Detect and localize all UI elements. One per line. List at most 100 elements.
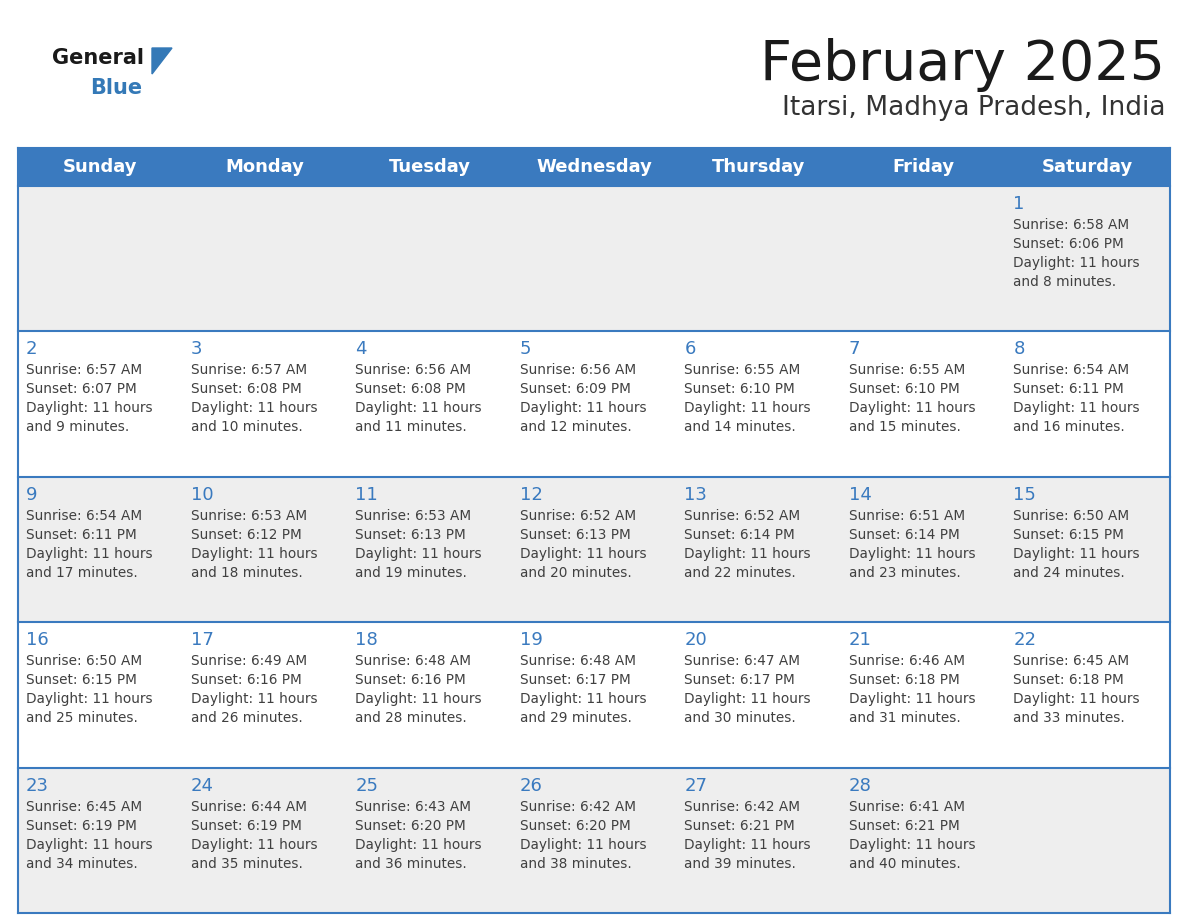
Text: Sunset: 6:11 PM: Sunset: 6:11 PM bbox=[1013, 383, 1124, 397]
Text: 27: 27 bbox=[684, 777, 707, 795]
Text: General: General bbox=[52, 48, 144, 68]
Text: Sunrise: 6:53 AM: Sunrise: 6:53 AM bbox=[355, 509, 472, 522]
Text: and 28 minutes.: and 28 minutes. bbox=[355, 711, 467, 725]
Text: Sunset: 6:21 PM: Sunset: 6:21 PM bbox=[684, 819, 795, 833]
Text: and 22 minutes.: and 22 minutes. bbox=[684, 565, 796, 580]
Text: Sunset: 6:08 PM: Sunset: 6:08 PM bbox=[190, 383, 302, 397]
Text: 15: 15 bbox=[1013, 486, 1036, 504]
Text: and 20 minutes.: and 20 minutes. bbox=[519, 565, 632, 580]
Text: 13: 13 bbox=[684, 486, 707, 504]
Text: and 29 minutes.: and 29 minutes. bbox=[519, 711, 632, 725]
Text: Sunset: 6:17 PM: Sunset: 6:17 PM bbox=[684, 673, 795, 688]
Text: and 11 minutes.: and 11 minutes. bbox=[355, 420, 467, 434]
Text: Daylight: 11 hours: Daylight: 11 hours bbox=[1013, 401, 1140, 416]
Text: Sunrise: 6:55 AM: Sunrise: 6:55 AM bbox=[684, 364, 801, 377]
Text: Daylight: 11 hours: Daylight: 11 hours bbox=[684, 837, 811, 852]
Text: Sunrise: 6:43 AM: Sunrise: 6:43 AM bbox=[355, 800, 472, 813]
Text: Sunrise: 6:47 AM: Sunrise: 6:47 AM bbox=[684, 655, 801, 668]
Text: Itarsi, Madhya Pradesh, India: Itarsi, Madhya Pradesh, India bbox=[782, 95, 1165, 121]
Text: 11: 11 bbox=[355, 486, 378, 504]
Bar bbox=[183, 148, 347, 186]
Text: Sunset: 6:18 PM: Sunset: 6:18 PM bbox=[849, 673, 960, 688]
Text: Daylight: 11 hours: Daylight: 11 hours bbox=[684, 692, 811, 706]
Text: Daylight: 11 hours: Daylight: 11 hours bbox=[1013, 692, 1140, 706]
Text: Monday: Monday bbox=[226, 158, 304, 176]
Text: Daylight: 11 hours: Daylight: 11 hours bbox=[519, 547, 646, 561]
Text: February 2025: February 2025 bbox=[760, 38, 1165, 92]
Text: and 30 minutes.: and 30 minutes. bbox=[684, 711, 796, 725]
Text: Sunday: Sunday bbox=[63, 158, 138, 176]
Bar bbox=[676, 148, 841, 186]
Text: Daylight: 11 hours: Daylight: 11 hours bbox=[849, 692, 975, 706]
Bar bbox=[841, 148, 1005, 186]
Text: Sunset: 6:20 PM: Sunset: 6:20 PM bbox=[519, 819, 631, 833]
Text: Sunrise: 6:50 AM: Sunrise: 6:50 AM bbox=[26, 655, 143, 668]
Text: Tuesday: Tuesday bbox=[388, 158, 470, 176]
Text: Sunset: 6:14 PM: Sunset: 6:14 PM bbox=[684, 528, 795, 542]
Text: 14: 14 bbox=[849, 486, 872, 504]
Text: and 31 minutes.: and 31 minutes. bbox=[849, 711, 961, 725]
Text: Sunset: 6:19 PM: Sunset: 6:19 PM bbox=[190, 819, 302, 833]
Text: Sunset: 6:07 PM: Sunset: 6:07 PM bbox=[26, 383, 137, 397]
Text: 20: 20 bbox=[684, 632, 707, 649]
Text: 23: 23 bbox=[26, 777, 49, 795]
Bar bbox=[18, 186, 1170, 331]
Text: Sunrise: 6:52 AM: Sunrise: 6:52 AM bbox=[519, 509, 636, 522]
Text: and 10 minutes.: and 10 minutes. bbox=[190, 420, 302, 434]
Text: 22: 22 bbox=[1013, 632, 1036, 649]
Text: Daylight: 11 hours: Daylight: 11 hours bbox=[26, 837, 152, 852]
Text: and 25 minutes.: and 25 minutes. bbox=[26, 711, 138, 725]
Text: 18: 18 bbox=[355, 632, 378, 649]
Text: and 16 minutes.: and 16 minutes. bbox=[1013, 420, 1125, 434]
Text: Sunset: 6:11 PM: Sunset: 6:11 PM bbox=[26, 528, 137, 542]
Text: and 18 minutes.: and 18 minutes. bbox=[190, 565, 302, 580]
Text: Sunrise: 6:53 AM: Sunrise: 6:53 AM bbox=[190, 509, 307, 522]
Text: Daylight: 11 hours: Daylight: 11 hours bbox=[26, 692, 152, 706]
Bar bbox=[18, 476, 1170, 622]
Text: 5: 5 bbox=[519, 341, 531, 358]
Text: 21: 21 bbox=[849, 632, 872, 649]
Text: 16: 16 bbox=[26, 632, 49, 649]
Text: 2: 2 bbox=[26, 341, 38, 358]
Text: Daylight: 11 hours: Daylight: 11 hours bbox=[684, 547, 811, 561]
Text: Sunset: 6:08 PM: Sunset: 6:08 PM bbox=[355, 383, 466, 397]
Text: Daylight: 11 hours: Daylight: 11 hours bbox=[355, 837, 482, 852]
Text: Daylight: 11 hours: Daylight: 11 hours bbox=[190, 692, 317, 706]
Text: and 36 minutes.: and 36 minutes. bbox=[355, 856, 467, 870]
Text: Sunrise: 6:58 AM: Sunrise: 6:58 AM bbox=[1013, 218, 1130, 232]
Text: and 39 minutes.: and 39 minutes. bbox=[684, 856, 796, 870]
Text: Sunrise: 6:44 AM: Sunrise: 6:44 AM bbox=[190, 800, 307, 813]
Text: Daylight: 11 hours: Daylight: 11 hours bbox=[684, 401, 811, 416]
Text: Daylight: 11 hours: Daylight: 11 hours bbox=[849, 401, 975, 416]
Text: Daylight: 11 hours: Daylight: 11 hours bbox=[519, 837, 646, 852]
Text: Thursday: Thursday bbox=[712, 158, 805, 176]
Text: Daylight: 11 hours: Daylight: 11 hours bbox=[190, 547, 317, 561]
Text: 24: 24 bbox=[190, 777, 214, 795]
Text: Sunset: 6:15 PM: Sunset: 6:15 PM bbox=[26, 673, 137, 688]
Text: 8: 8 bbox=[1013, 341, 1025, 358]
Text: 26: 26 bbox=[519, 777, 543, 795]
Text: Daylight: 11 hours: Daylight: 11 hours bbox=[190, 837, 317, 852]
Text: Daylight: 11 hours: Daylight: 11 hours bbox=[355, 547, 482, 561]
Text: Sunset: 6:13 PM: Sunset: 6:13 PM bbox=[355, 528, 466, 542]
Text: Sunset: 6:06 PM: Sunset: 6:06 PM bbox=[1013, 237, 1124, 251]
Bar bbox=[18, 622, 1170, 767]
Text: Daylight: 11 hours: Daylight: 11 hours bbox=[1013, 256, 1140, 270]
Text: 10: 10 bbox=[190, 486, 213, 504]
Text: and 9 minutes.: and 9 minutes. bbox=[26, 420, 129, 434]
Text: and 33 minutes.: and 33 minutes. bbox=[1013, 711, 1125, 725]
Text: and 38 minutes.: and 38 minutes. bbox=[519, 856, 632, 870]
Text: 7: 7 bbox=[849, 341, 860, 358]
Text: 1: 1 bbox=[1013, 195, 1025, 213]
Text: Daylight: 11 hours: Daylight: 11 hours bbox=[190, 401, 317, 416]
Text: and 12 minutes.: and 12 minutes. bbox=[519, 420, 632, 434]
Text: Sunset: 6:20 PM: Sunset: 6:20 PM bbox=[355, 819, 466, 833]
Text: Sunset: 6:09 PM: Sunset: 6:09 PM bbox=[519, 383, 631, 397]
Text: Daylight: 11 hours: Daylight: 11 hours bbox=[519, 401, 646, 416]
Text: 6: 6 bbox=[684, 341, 696, 358]
Text: Sunset: 6:13 PM: Sunset: 6:13 PM bbox=[519, 528, 631, 542]
Text: Sunset: 6:15 PM: Sunset: 6:15 PM bbox=[1013, 528, 1124, 542]
Bar bbox=[18, 148, 183, 186]
Text: and 19 minutes.: and 19 minutes. bbox=[355, 565, 467, 580]
Text: Sunrise: 6:57 AM: Sunrise: 6:57 AM bbox=[26, 364, 143, 377]
